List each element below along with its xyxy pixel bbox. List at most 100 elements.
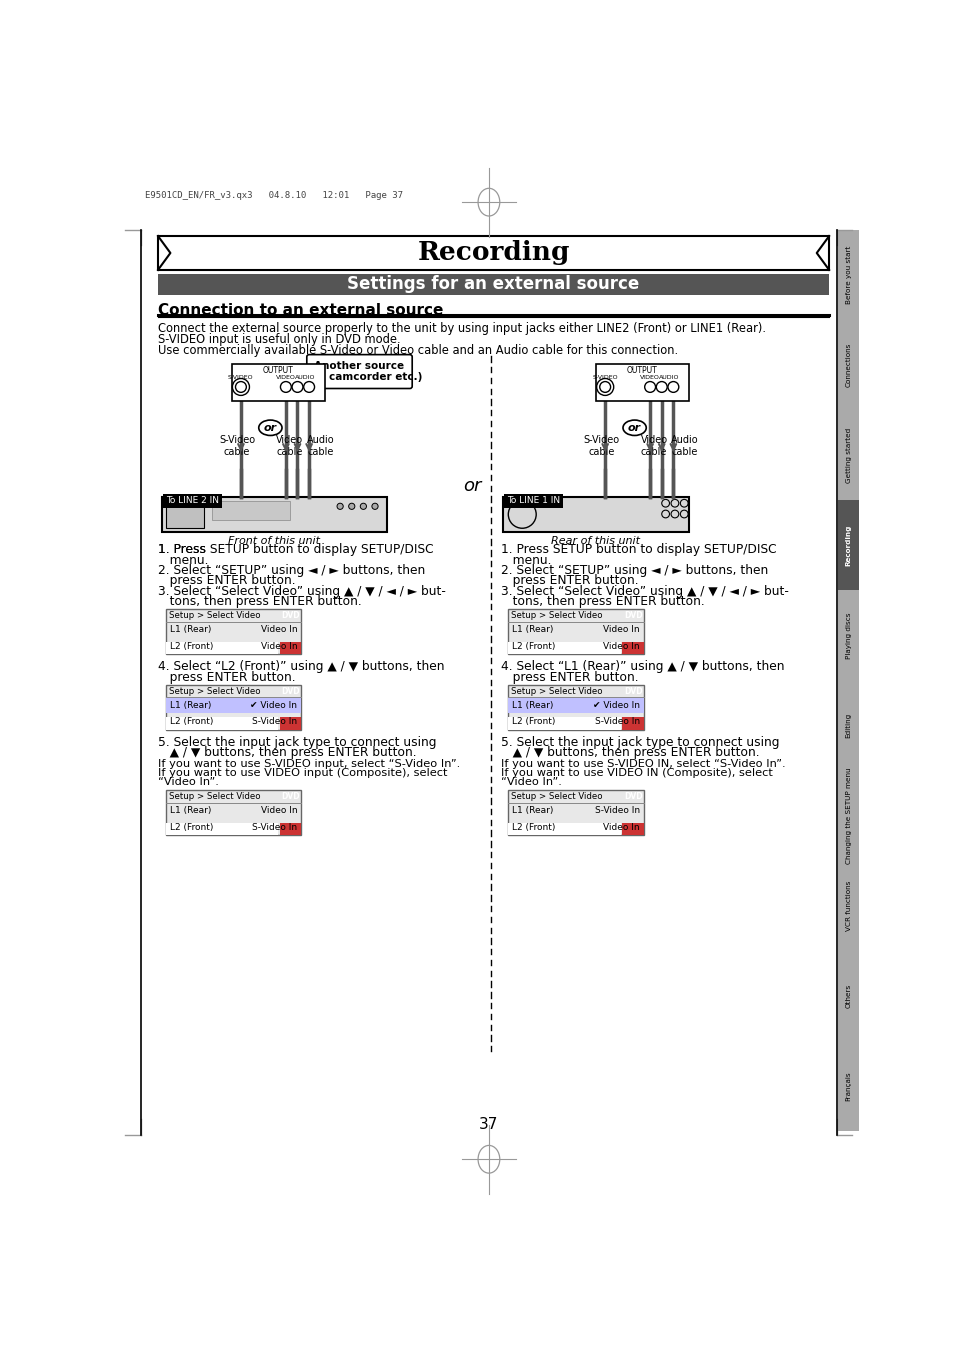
- Text: press ENTER button.: press ENTER button.: [500, 670, 638, 684]
- Text: Setup > Select Video: Setup > Select Video: [511, 686, 602, 696]
- Text: 3. Select “Select Video” using ▲ / ▼ / ◄ / ► but-: 3. Select “Select Video” using ▲ / ▼ / ◄…: [158, 585, 445, 598]
- Text: S-VIDEO input is useful only in DVD mode.: S-VIDEO input is useful only in DVD mode…: [158, 334, 400, 346]
- Bar: [596, 363, 688, 401]
- Text: ✔ Video In: ✔ Video In: [251, 701, 297, 709]
- Text: 2. Select “SETUP” using ◄ / ► buttons, then: 2. Select “SETUP” using ◄ / ► buttons, t…: [500, 565, 767, 577]
- Text: S-Video In: S-Video In: [595, 807, 639, 816]
- Text: Audio
cable: Audio cable: [307, 435, 335, 457]
- Text: DVD: DVD: [281, 611, 299, 620]
- Text: press ENTER button.: press ENTER button.: [500, 574, 638, 588]
- Text: L1 (Rear): L1 (Rear): [512, 807, 553, 816]
- Text: E9501CD_EN/FR_v3.qx3   04.8.10   12:01   Page 37: E9501CD_EN/FR_v3.qx3 04.8.10 12:01 Page …: [145, 192, 402, 200]
- Text: 1. Press SETUP button to display SETUP/DISC: 1. Press SETUP button to display SETUP/D…: [500, 543, 776, 557]
- Text: AUDIO: AUDIO: [659, 376, 679, 380]
- Text: press ENTER button.: press ENTER button.: [158, 670, 295, 684]
- Text: Video In: Video In: [603, 823, 639, 831]
- Bar: [158, 236, 828, 270]
- Bar: [166, 717, 278, 730]
- Bar: [838, 861, 858, 951]
- Text: If you want to use VIDEO input (Composite), select: If you want to use VIDEO input (Composit…: [158, 769, 447, 778]
- Bar: [621, 717, 643, 730]
- Text: S-Video In: S-Video In: [253, 717, 297, 725]
- Text: 4. Select “L1 (Rear)” using ▲ / ▼ buttons, then: 4. Select “L1 (Rear)” using ▲ / ▼ button…: [500, 661, 783, 673]
- Bar: [166, 501, 204, 528]
- Text: DVD: DVD: [281, 792, 299, 801]
- Text: L2 (Front): L2 (Front): [512, 717, 555, 725]
- Text: Editing: Editing: [844, 713, 851, 738]
- Text: Video In: Video In: [603, 626, 639, 635]
- Text: Setup > Select Video: Setup > Select Video: [511, 792, 602, 801]
- Text: Français: Français: [844, 1071, 851, 1101]
- Text: Video In: Video In: [260, 642, 297, 651]
- Bar: [279, 823, 301, 835]
- Text: “Video In”.: “Video In”.: [158, 777, 218, 788]
- Text: L2 (Front): L2 (Front): [512, 823, 555, 831]
- Bar: [166, 790, 301, 835]
- Bar: [621, 823, 643, 835]
- Text: Rear of this unit: Rear of this unit: [551, 535, 639, 546]
- Text: tons, then press ENTER button.: tons, then press ENTER button.: [500, 596, 703, 608]
- Text: DVD: DVD: [623, 792, 641, 801]
- Text: Connect the external source properly to the unit by using input jacks either LIN: Connect the external source properly to …: [158, 323, 765, 335]
- Bar: [212, 501, 290, 520]
- FancyBboxPatch shape: [307, 354, 412, 389]
- Text: Recording: Recording: [416, 240, 569, 266]
- Text: Changing the SETUP menu: Changing the SETUP menu: [844, 767, 851, 863]
- Bar: [838, 411, 858, 500]
- Text: AUDIO: AUDIO: [294, 376, 315, 380]
- Text: Setup > Select Video: Setup > Select Video: [169, 686, 260, 696]
- Bar: [232, 363, 324, 401]
- Circle shape: [336, 503, 343, 509]
- Text: Use commercially available S-Video or Video cable and an Audio cable for this co: Use commercially available S-Video or Vi…: [158, 345, 678, 357]
- Text: S-Video
cable: S-Video cable: [582, 435, 618, 457]
- Text: menu.: menu.: [500, 554, 551, 566]
- Text: Front of this unit: Front of this unit: [228, 535, 320, 546]
- Bar: [838, 1040, 858, 1131]
- Text: 5. Select the input jack type to connect using: 5. Select the input jack type to connect…: [158, 736, 436, 748]
- Text: Recording: Recording: [844, 524, 851, 566]
- Text: L1 (Rear): L1 (Rear): [170, 701, 211, 709]
- Bar: [838, 590, 858, 681]
- Text: press ENTER button.: press ENTER button.: [158, 574, 295, 588]
- Text: S-VIDEO: S-VIDEO: [228, 376, 253, 380]
- Text: OUTPUT: OUTPUT: [262, 366, 294, 374]
- Text: Connection to an external source: Connection to an external source: [158, 303, 443, 317]
- Text: Video In: Video In: [260, 626, 297, 635]
- Text: or: or: [462, 477, 480, 494]
- Circle shape: [348, 503, 355, 509]
- Bar: [166, 609, 301, 654]
- Text: If you want to use S-VIDEO input, select “S-Video In”.: If you want to use S-VIDEO input, select…: [158, 759, 459, 769]
- Bar: [838, 681, 858, 770]
- Bar: [508, 685, 643, 730]
- Text: “Video In”.: “Video In”.: [500, 777, 560, 788]
- Bar: [158, 274, 828, 295]
- Text: S-Video
cable: S-Video cable: [219, 435, 254, 457]
- Bar: [508, 697, 643, 713]
- Text: L1 (Rear): L1 (Rear): [512, 626, 553, 635]
- Text: 1. Press SETUP button to display SETUP/DISC: 1. Press SETUP button to display SETUP/D…: [158, 543, 434, 557]
- Bar: [166, 697, 301, 713]
- Text: tons, then press ENTER button.: tons, then press ENTER button.: [158, 596, 361, 608]
- Text: Video In: Video In: [260, 807, 297, 816]
- Text: To LINE 2 IN: To LINE 2 IN: [166, 496, 218, 505]
- Bar: [838, 230, 858, 320]
- Text: menu.: menu.: [158, 554, 209, 566]
- Bar: [838, 320, 858, 411]
- Text: 2. Select “SETUP” using ◄ / ► buttons, then: 2. Select “SETUP” using ◄ / ► buttons, t…: [158, 565, 425, 577]
- Text: 3. Select “Select Video” using ▲ / ▼ / ◄ / ► but-: 3. Select “Select Video” using ▲ / ▼ / ◄…: [500, 585, 787, 598]
- Text: Setup > Select Video: Setup > Select Video: [511, 611, 602, 620]
- Text: OUTPUT: OUTPUT: [626, 366, 657, 374]
- Text: Connections: Connections: [844, 343, 851, 388]
- Text: Video
cable: Video cable: [276, 435, 303, 457]
- Bar: [508, 642, 620, 654]
- Text: L2 (Front): L2 (Front): [170, 717, 213, 725]
- Bar: [838, 500, 858, 590]
- Text: Playing discs: Playing discs: [844, 612, 851, 658]
- Text: DVD: DVD: [281, 686, 299, 696]
- Text: S-Video In: S-Video In: [595, 717, 639, 725]
- Text: or: or: [627, 423, 640, 432]
- Text: 37: 37: [478, 1117, 498, 1132]
- Text: ▲ / ▼ buttons, then press ENTER button.: ▲ / ▼ buttons, then press ENTER button.: [158, 746, 416, 759]
- Text: Another source
(VCR camcorder etc.): Another source (VCR camcorder etc.): [296, 361, 422, 382]
- Text: Getting started: Getting started: [844, 427, 851, 482]
